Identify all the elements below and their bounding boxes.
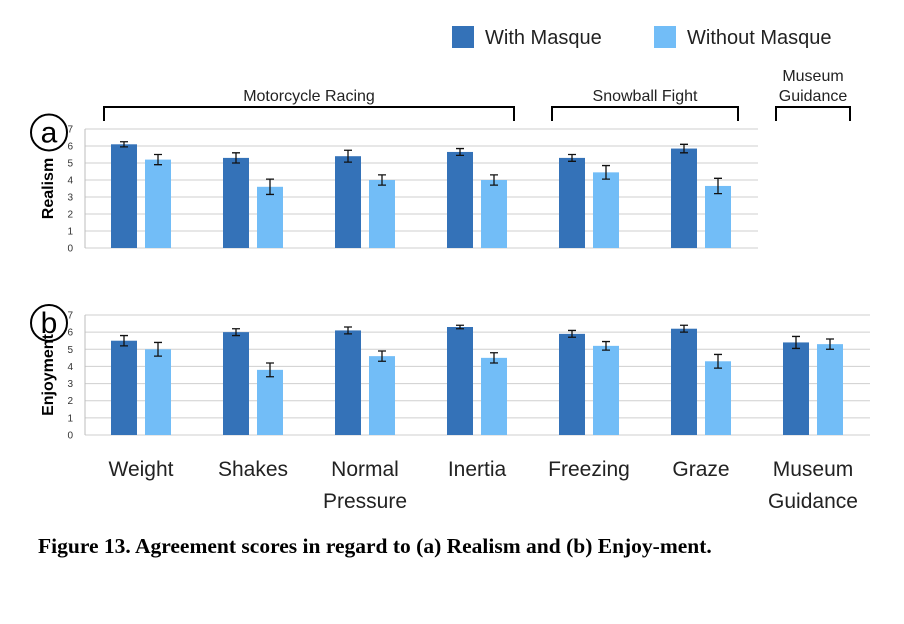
panel-a-ytick-0: 0 [67, 244, 73, 255]
panel-a-errorbar-s2-c4 [490, 174, 498, 186]
panel-a-errorbar-s2-c3 [378, 174, 386, 186]
panel-a-ytick-6: 6 [67, 142, 73, 153]
panel-b-errorbar-s2-c6 [714, 353, 722, 369]
panel-b-bar-s2-c3 [369, 356, 395, 435]
panel-b-bar-s2-c5 [593, 345, 619, 435]
category-label-2: Shakes [218, 458, 288, 481]
panel-a-empty-region [758, 125, 898, 254]
panel-b-errorbar-s1-c2 [232, 328, 240, 337]
legend-label-2: Without Masque [687, 27, 832, 49]
panel-a-ytick-3: 3 [67, 193, 73, 204]
panel-a-bar-s1-c3 [335, 156, 361, 248]
panel-a-errorbar-s1-c5 [568, 153, 576, 162]
panel-b-errorbar-s2-c5 [602, 340, 610, 351]
panel-a-errorbar-s1-c4 [456, 147, 464, 156]
category-label-3-line-1: Normal [331, 458, 399, 481]
panel-b-ytick-0: 0 [67, 431, 73, 442]
panel-a-bar-s1-c4 [447, 151, 473, 248]
panel-b-bar-s2-c4 [481, 357, 507, 435]
panel-b-errorbar-s1-c5 [568, 329, 576, 338]
panel-b-errorbar-s2-c4 [490, 352, 498, 364]
panel-a-errorbar-s2-c5 [602, 164, 610, 180]
panel-b-errorbar-s1-c7 [792, 335, 800, 350]
panel-b-bar-s1-c4 [447, 327, 473, 435]
panel-b-ytick-4: 4 [67, 362, 73, 373]
panel-b-errorbar-s1-c3 [344, 326, 352, 335]
panel-a-errorbar-s1-c1 [120, 141, 128, 148]
panel-b-errorbar-s2-c3 [378, 350, 386, 362]
panel-a-bar-s2-c1 [145, 159, 171, 248]
panel-b-errorbar-s2-c7 [826, 338, 834, 350]
panel-b-errorbar-s1-c6 [680, 324, 688, 333]
group-label-2: Snowball Fight [593, 88, 699, 105]
panel-a-bar-s2-c4 [481, 180, 507, 248]
panel-b-errorbar-s2-c2 [266, 362, 274, 378]
panel-a-bar-s1-c1 [111, 144, 137, 248]
panel-b-bar-s1-c2 [223, 332, 249, 435]
panel-b-errorbar-s1-c1 [120, 334, 128, 347]
panel-a-errorbar-s2-c2 [266, 178, 274, 196]
group-label-3-line-1: Museum [782, 68, 843, 85]
panel-a-ytick-1: 1 [67, 227, 73, 238]
panel-b-bar-s1-c5 [559, 333, 585, 435]
category-label-5: Freezing [548, 458, 630, 481]
panel-b-ytick-5: 5 [67, 345, 73, 356]
category-label-7-line-1: Museum [773, 458, 854, 481]
panel-b-bar-s1-c1 [111, 340, 137, 435]
group-bracket-1 [103, 106, 515, 121]
panel-a-letter: a [41, 117, 58, 150]
panel-a-bar-s2-c5 [593, 172, 619, 248]
panel-a-errorbar-s1-c6 [680, 143, 688, 154]
panel-b-bar-s1-c3 [335, 330, 361, 435]
panel-b-ylabel: Enjoyment [40, 333, 57, 415]
panel-a-ytick-5: 5 [67, 159, 73, 170]
panel-a-ylabel: Realism [40, 158, 57, 219]
panel-b-errorbar-s1-c4 [456, 324, 464, 330]
category-label-4: Inertia [448, 458, 507, 481]
panel-a-ytick-7: 7 [67, 125, 73, 136]
panel-a-errorbar-s2-c6 [714, 177, 722, 195]
panel-b-ytick-7: 7 [67, 311, 73, 322]
legend-swatch-2 [654, 26, 676, 48]
panel-b-ytick-1: 1 [67, 413, 73, 424]
panel-a-errorbar-s1-c2 [232, 152, 240, 164]
panel-b-ytick-2: 2 [67, 396, 73, 407]
panel-b-bar-s2-c2 [257, 369, 283, 435]
group-bracket-2 [551, 106, 739, 121]
panel-b-bar-s1-c6 [671, 328, 697, 435]
panel-a-ytick-2: 2 [67, 210, 73, 221]
panel-a-bar-s1-c6 [671, 148, 697, 248]
panel-b-letter-circle [30, 304, 68, 342]
group-label-3-line-2: Guidance [779, 88, 848, 105]
category-label-1: Weight [109, 458, 174, 481]
figure-caption: Figure 13. Agreement scores in regard to… [38, 534, 712, 558]
panel-a-bar-s1-c5 [559, 157, 585, 248]
panel-a-errorbar-s1-c3 [344, 149, 352, 163]
panel-b-bar-s2-c1 [145, 349, 171, 435]
legend-swatch-1 [452, 26, 474, 48]
group-label-1: Motorcycle Racing [243, 88, 375, 105]
panel-b-errorbar-s2-c1 [154, 341, 162, 357]
panel-a-bar-s1-c2 [223, 157, 249, 248]
category-label-7-line-2: Guidance [768, 490, 858, 513]
panel-b-ytick-3: 3 [67, 379, 73, 390]
panel-b-bar-s2-c7 [817, 344, 843, 435]
panel-b-ytick-6: 6 [67, 328, 73, 339]
category-label-6: Graze [672, 458, 729, 481]
group-bracket-3 [775, 106, 851, 121]
panel-a-ytick-4: 4 [67, 176, 73, 187]
panel-a-errorbar-s2-c1 [154, 153, 162, 166]
panel-b-bar-s2-c6 [705, 361, 731, 435]
panel-b-bar-s1-c7 [783, 342, 809, 435]
legend-label-1: With Masque [485, 27, 602, 49]
category-label-3-line-2: Pressure [323, 490, 407, 513]
panel-a-bar-s2-c6 [705, 185, 731, 248]
panel-a-bar-s2-c2 [257, 186, 283, 248]
panel-a-bar-s2-c3 [369, 180, 395, 248]
panel-b-letter: b [41, 307, 58, 340]
panel-a-letter-circle [30, 113, 68, 152]
